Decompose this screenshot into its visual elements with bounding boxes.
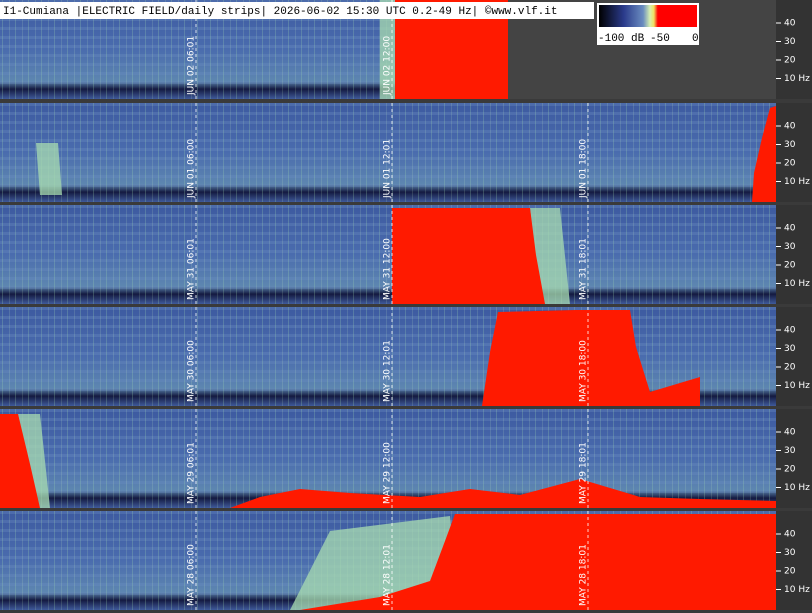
y-tick-label: 30 bbox=[784, 37, 796, 47]
time-label: MAY 30 06:00 bbox=[187, 340, 197, 402]
time-label: MAY 30 18:00 bbox=[579, 340, 589, 402]
time-label: MAY 29 06:01 bbox=[187, 442, 197, 504]
y-tick-label: 30 bbox=[784, 548, 796, 558]
y-tick-label: 10 Hz bbox=[784, 585, 810, 595]
strip: 40 30 20 10 Hz MAY 31 06:01 MAY 31 12:00 MAY 3… bbox=[0, 205, 812, 304]
y-tick-label: 40 bbox=[784, 19, 796, 29]
y-tick-label: 10 Hz bbox=[784, 279, 810, 289]
red-region bbox=[392, 208, 545, 304]
strip: 40 30 20 10 Hz JUN 01 06:00 JUN 01 12:01 JUN 0… bbox=[0, 103, 812, 202]
red-region bbox=[0, 414, 40, 508]
y-tick-label: 40 bbox=[784, 122, 796, 132]
time-label: MAY 28 12:01 bbox=[383, 544, 393, 606]
spectral-streaks bbox=[0, 103, 776, 202]
red-region bbox=[752, 106, 776, 202]
y-tick-label: 40 bbox=[784, 326, 796, 336]
axis-bg bbox=[776, 511, 812, 610]
time-label: MAY 29 18:01 bbox=[579, 442, 589, 504]
green-region bbox=[380, 0, 395, 99]
y-tick-label: 20 bbox=[784, 465, 796, 475]
time-label: MAY 31 12:00 bbox=[383, 238, 393, 300]
y-tick-label: 20 bbox=[784, 56, 796, 66]
colorbar-label: 0 bbox=[692, 33, 699, 45]
time-label: JUN 02 06:01 bbox=[187, 36, 197, 96]
axis-bg bbox=[776, 409, 812, 508]
y-tick-label: 30 bbox=[784, 242, 796, 252]
colorbar-label: -100 dB bbox=[598, 33, 645, 45]
green-region bbox=[18, 414, 50, 508]
time-label: MAY 28 06:00 bbox=[187, 544, 197, 606]
axis-bg bbox=[776, 307, 812, 406]
title-box bbox=[0, 2, 594, 19]
time-label: JUN 02 12:00 bbox=[383, 36, 393, 96]
time-label: MAY 29 12:00 bbox=[383, 442, 393, 504]
y-tick-label: 30 bbox=[784, 446, 796, 456]
y-tick-label: 10 Hz bbox=[784, 381, 810, 391]
title: I1-Cumiana |ELECTRIC FIELD/daily strips|… bbox=[3, 6, 558, 18]
strip: 40 30 20 10 Hz MAY 29 06:01 MAY 29 12:00 MAY 2… bbox=[0, 409, 812, 508]
spectral-streaks bbox=[0, 409, 776, 508]
green-region bbox=[36, 143, 62, 195]
y-tick-label: 10 Hz bbox=[784, 483, 810, 493]
y-tick-label: 30 bbox=[784, 140, 796, 150]
red-region bbox=[230, 479, 776, 508]
red-region bbox=[300, 514, 776, 610]
time-label: JUN 01 18:00 bbox=[579, 139, 589, 199]
red-region bbox=[395, 0, 508, 99]
y-tick-label: 10 Hz bbox=[784, 74, 810, 84]
y-tick-label: 30 bbox=[784, 344, 796, 354]
strip: 40 30 20 10 Hz MAY 30 06:00 MAY 30 12:01 MAY 3… bbox=[0, 307, 812, 406]
y-tick-label: 20 bbox=[784, 261, 796, 271]
axis-bg bbox=[776, 205, 812, 304]
axis-bg bbox=[776, 103, 812, 202]
y-tick-label: 20 bbox=[784, 363, 796, 373]
spectral-streaks bbox=[0, 205, 776, 304]
time-label: MAY 28 18:01 bbox=[579, 544, 589, 606]
time-label: MAY 30 12:01 bbox=[383, 340, 393, 402]
red-region bbox=[482, 310, 700, 406]
strip: 40 30 20 10 Hz MAY 28 06:00 MAY 28 12:01 MAY 2… bbox=[0, 511, 812, 610]
y-tick-label: 40 bbox=[784, 530, 796, 540]
colorbar bbox=[599, 5, 697, 27]
time-label: MAY 31 18:01 bbox=[579, 238, 589, 300]
y-tick-label: 20 bbox=[784, 159, 796, 169]
y-tick-label: 40 bbox=[784, 224, 796, 234]
y-tick-label: 40 bbox=[784, 428, 796, 438]
y-tick-label: 20 bbox=[784, 567, 796, 577]
colorbar-label: -50 bbox=[650, 33, 670, 45]
time-label: MAY 31 06:01 bbox=[187, 238, 197, 300]
time-label: JUN 01 06:00 bbox=[187, 139, 197, 199]
time-label: JUN 01 12:01 bbox=[383, 139, 393, 199]
y-tick-label: 10 Hz bbox=[784, 177, 810, 187]
axis-bg bbox=[776, 0, 812, 99]
